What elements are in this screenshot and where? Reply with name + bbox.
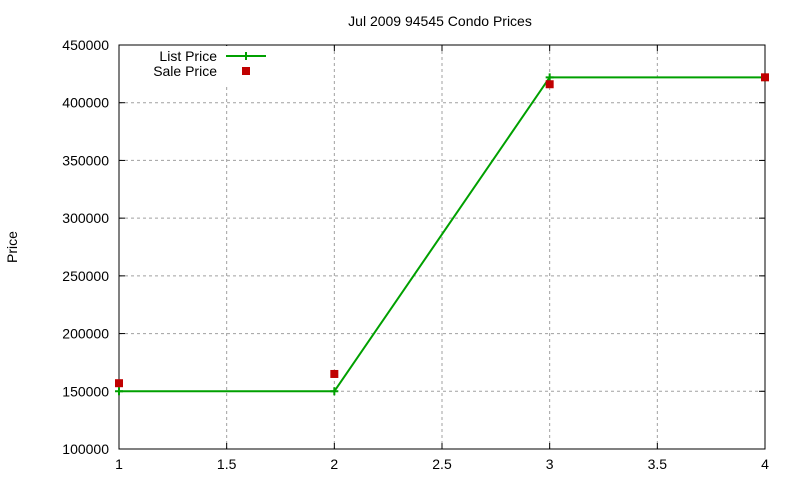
legend-box — [120, 46, 275, 86]
y-tick-label: 350000 — [62, 152, 109, 168]
series-point — [115, 379, 123, 388]
y-tick-label: 450000 — [62, 37, 109, 53]
x-tick-label: 1 — [115, 456, 123, 472]
legend-label: Sale Price — [153, 63, 217, 79]
series-point — [115, 387, 123, 396]
y-tick-label: 100000 — [62, 441, 109, 457]
y-tick-label: 250000 — [62, 268, 109, 284]
series-point — [545, 73, 554, 82]
y-axis-label: Price — [4, 231, 20, 263]
series-point — [330, 387, 339, 396]
legend-marker — [242, 52, 250, 60]
chart-title: Jul 2009 94545 Condo Prices — [348, 13, 532, 29]
x-tick-label: 2.5 — [432, 456, 452, 472]
x-tick-label: 4 — [761, 456, 769, 472]
legend-marker — [242, 67, 250, 75]
y-tick-label: 200000 — [62, 326, 109, 342]
series-point — [761, 73, 769, 82]
x-tick-label: 3.5 — [648, 456, 668, 472]
x-tick-label: 2 — [330, 456, 338, 472]
x-tick-label: 3 — [546, 456, 554, 472]
series-line — [119, 76, 765, 393]
x-tick-label: 1.5 — [217, 456, 237, 472]
y-tick-label: 300000 — [62, 210, 109, 226]
series-point — [545, 80, 554, 89]
series-point — [330, 369, 339, 378]
plot-border — [118, 44, 766, 450]
y-tick-label: 150000 — [62, 383, 109, 399]
legend-label: List Price — [159, 48, 217, 64]
y-tick-label: 400000 — [62, 95, 109, 111]
